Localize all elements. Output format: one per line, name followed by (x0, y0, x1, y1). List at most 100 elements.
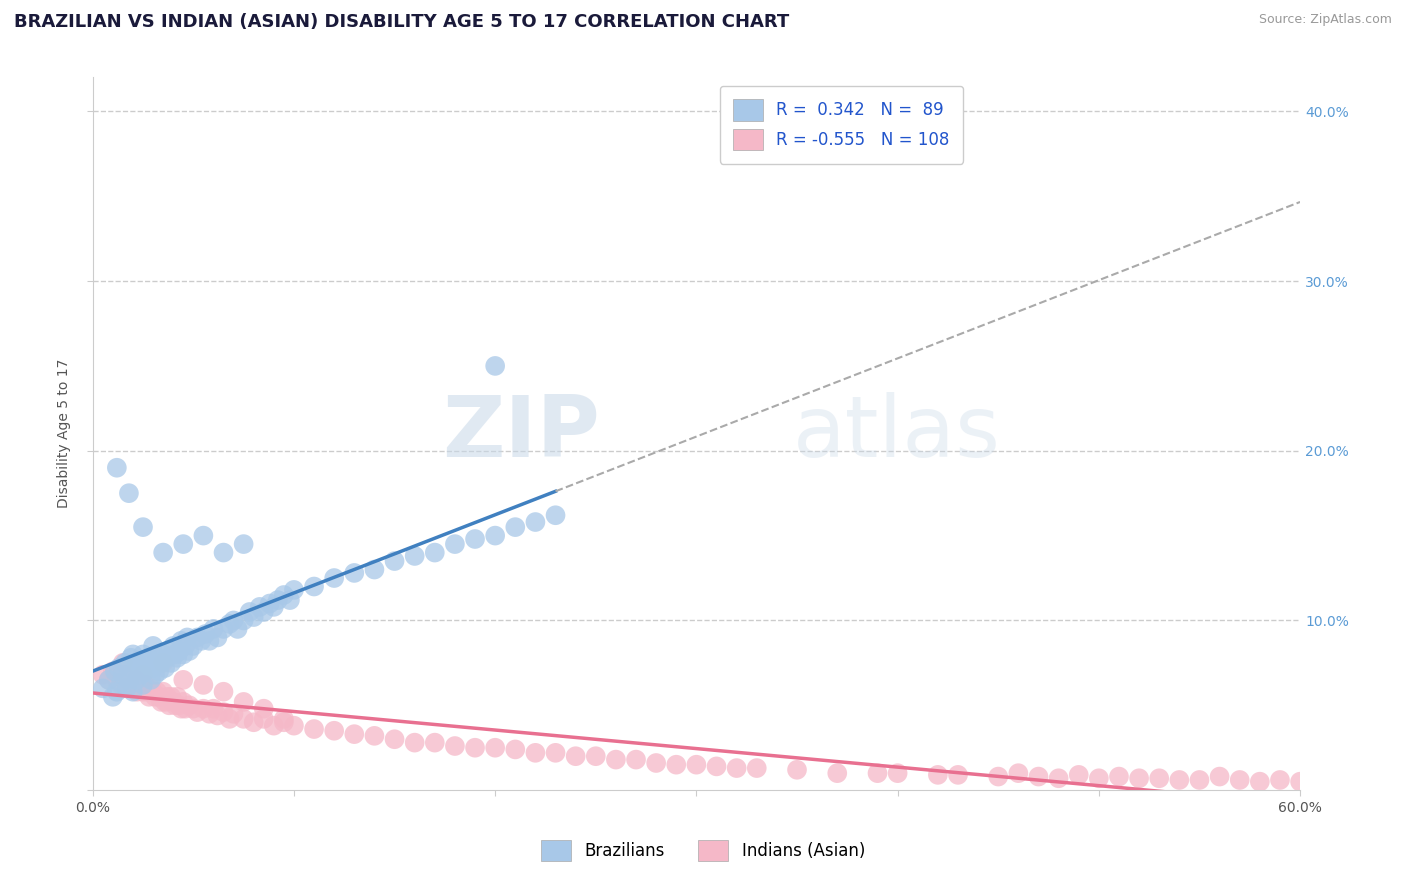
Point (97, 673, 120, 687)
Text: Source: ZipAtlas.com: Source: ZipAtlas.com (1258, 13, 1392, 27)
Point (423, 736, 446, 750)
Point (212, 545, 235, 559)
Point (524, 746, 547, 760)
Text: BRAZILIAN VS INDIAN (ASIAN) DISABILITY AGE 5 TO 17 CORRELATION CHART: BRAZILIAN VS INDIAN (ASIAN) DISABILITY A… (14, 13, 789, 31)
Point (139, 681, 162, 696)
Point (152, 656, 174, 670)
Point (232, 712, 254, 726)
Point (706, 759, 728, 773)
Point (193, 701, 215, 715)
Point (124, 673, 146, 687)
Point (444, 537, 467, 551)
Point (125, 684, 148, 698)
Point (105, 460, 128, 475)
Point (605, 753, 627, 767)
Point (927, 768, 949, 782)
Point (212, 684, 235, 698)
Point (143, 667, 166, 681)
Point (253, 712, 276, 726)
Point (283, 582, 305, 597)
Point (132, 678, 155, 692)
Point (1168, 772, 1191, 787)
Point (139, 673, 162, 687)
Point (122, 684, 145, 698)
Point (1028, 770, 1050, 784)
Point (150, 695, 173, 709)
Point (624, 753, 647, 767)
Point (172, 695, 194, 709)
Point (179, 698, 201, 713)
Point (745, 761, 768, 775)
Point (148, 690, 170, 704)
Point (222, 614, 245, 628)
Point (174, 639, 197, 653)
Point (404, 549, 426, 563)
Point (162, 639, 184, 653)
Point (115, 681, 138, 696)
Point (134, 665, 156, 679)
Point (125, 673, 148, 687)
Point (725, 761, 748, 775)
Point (239, 605, 262, 619)
Point (267, 593, 290, 607)
Point (202, 701, 225, 715)
Point (105, 673, 128, 687)
Point (283, 719, 305, 733)
Point (160, 690, 183, 704)
Point (190, 633, 212, 648)
Point (1007, 766, 1029, 780)
Point (156, 690, 179, 704)
Point (249, 599, 271, 614)
Point (484, 528, 506, 542)
Point (343, 727, 366, 741)
Point (585, 749, 607, 764)
Point (160, 656, 183, 670)
Point (124, 665, 146, 679)
Point (193, 678, 215, 692)
Point (645, 756, 668, 770)
Point (886, 766, 908, 780)
Point (273, 588, 295, 602)
Point (146, 650, 169, 665)
Point (181, 701, 204, 715)
Point (1128, 771, 1150, 785)
Point (263, 599, 285, 614)
Point (142, 639, 165, 653)
Point (207, 708, 229, 723)
Point (193, 528, 215, 542)
Point (564, 749, 586, 764)
Point (174, 701, 197, 715)
Point (1229, 772, 1251, 787)
Point (111, 656, 134, 670)
Point (404, 736, 426, 750)
Point (685, 757, 707, 772)
Point (1047, 771, 1070, 785)
Point (218, 712, 240, 726)
Point (484, 740, 506, 755)
Point (544, 746, 567, 760)
Point (153, 661, 176, 675)
Point (232, 614, 254, 628)
Point (101, 665, 124, 679)
Point (115, 681, 138, 696)
Point (273, 712, 295, 726)
Point (132, 684, 155, 698)
Point (165, 648, 187, 662)
Point (363, 729, 385, 743)
Point (226, 622, 249, 636)
Point (1208, 770, 1230, 784)
Point (1249, 774, 1271, 789)
Point (825, 766, 848, 780)
Point (129, 667, 152, 681)
Point (1289, 774, 1312, 789)
Point (157, 644, 180, 658)
Text: atlas: atlas (793, 392, 1001, 475)
Point (156, 650, 179, 665)
Point (278, 593, 301, 607)
Point (1268, 772, 1291, 787)
Point (128, 678, 150, 692)
Point (128, 661, 150, 675)
Point (363, 563, 385, 577)
Point (111, 667, 134, 681)
Legend: Brazilians, Indians (Asian): Brazilians, Indians (Asian) (527, 827, 879, 875)
